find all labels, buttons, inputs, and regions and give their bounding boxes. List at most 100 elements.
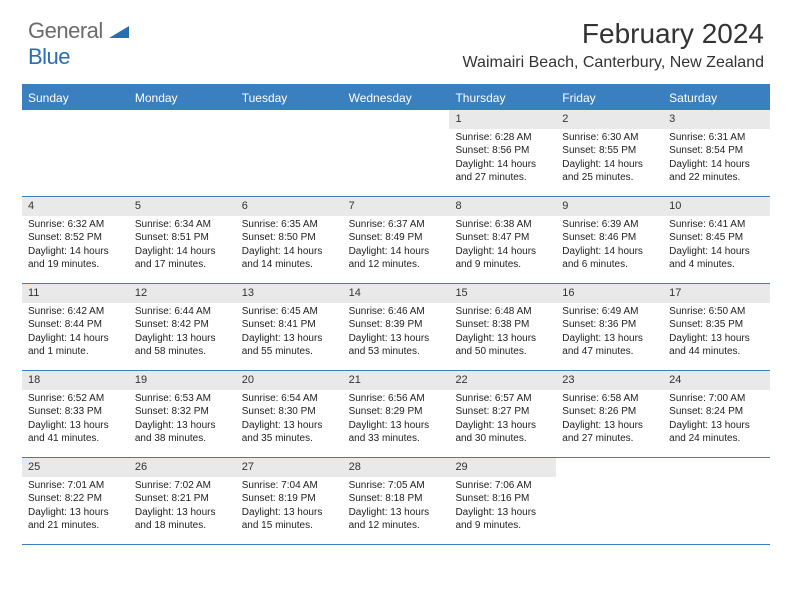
daylight-line1: Daylight: 13 hours: [455, 506, 550, 520]
day-number: 21: [343, 371, 450, 390]
daylight-line1: Daylight: 13 hours: [349, 419, 444, 433]
daylight-line1: Daylight: 13 hours: [562, 419, 657, 433]
daylight-line2: and 55 minutes.: [242, 345, 337, 359]
day-cell: 15Sunrise: 6:48 AMSunset: 8:38 PMDayligh…: [449, 284, 556, 370]
daylight-line1: Daylight: 14 hours: [562, 158, 657, 172]
daylight-line2: and 50 minutes.: [455, 345, 550, 359]
daylight-line1: Daylight: 14 hours: [562, 245, 657, 259]
daylight-line1: Daylight: 13 hours: [242, 506, 337, 520]
day-body: Sunrise: 6:37 AMSunset: 8:49 PMDaylight:…: [343, 216, 450, 276]
daylight-line1: Daylight: 13 hours: [349, 332, 444, 346]
sunrise: Sunrise: 6:57 AM: [455, 392, 550, 406]
sunset: Sunset: 8:33 PM: [28, 405, 123, 419]
sunset: Sunset: 8:49 PM: [349, 231, 444, 245]
day-number: 9: [556, 197, 663, 216]
day-cell: 25Sunrise: 7:01 AMSunset: 8:22 PMDayligh…: [22, 458, 129, 544]
sunset: Sunset: 8:16 PM: [455, 492, 550, 506]
day-cell: 18Sunrise: 6:52 AMSunset: 8:33 PMDayligh…: [22, 371, 129, 457]
day-header-tue: Tuesday: [236, 86, 343, 110]
sunrise: Sunrise: 6:48 AM: [455, 305, 550, 319]
day-cell: 17Sunrise: 6:50 AMSunset: 8:35 PMDayligh…: [663, 284, 770, 370]
day-cell: 29Sunrise: 7:06 AMSunset: 8:16 PMDayligh…: [449, 458, 556, 544]
day-number: 22: [449, 371, 556, 390]
daylight-line2: and 38 minutes.: [135, 432, 230, 446]
daylight-line1: Daylight: 14 hours: [28, 332, 123, 346]
sunset: Sunset: 8:41 PM: [242, 318, 337, 332]
sunset: Sunset: 8:50 PM: [242, 231, 337, 245]
sunset: Sunset: 8:54 PM: [669, 144, 764, 158]
daylight-line1: Daylight: 13 hours: [455, 332, 550, 346]
triangle-icon: [109, 24, 129, 43]
sunset: Sunset: 8:22 PM: [28, 492, 123, 506]
day-cell: 6Sunrise: 6:35 AMSunset: 8:50 PMDaylight…: [236, 197, 343, 283]
sunrise: Sunrise: 6:49 AM: [562, 305, 657, 319]
daylight-line2: and 15 minutes.: [242, 519, 337, 533]
day-number: 18: [22, 371, 129, 390]
sunrise: Sunrise: 6:58 AM: [562, 392, 657, 406]
day-header-sat: Saturday: [663, 86, 770, 110]
sunrise: Sunrise: 6:28 AM: [455, 131, 550, 145]
sunrise: Sunrise: 6:38 AM: [455, 218, 550, 232]
daylight-line2: and 47 minutes.: [562, 345, 657, 359]
day-body: Sunrise: 7:05 AMSunset: 8:18 PMDaylight:…: [343, 477, 450, 537]
day-cell: [129, 110, 236, 196]
day-cell: [663, 458, 770, 544]
day-cell: 26Sunrise: 7:02 AMSunset: 8:21 PMDayligh…: [129, 458, 236, 544]
daylight-line2: and 9 minutes.: [455, 258, 550, 272]
sunset: Sunset: 8:30 PM: [242, 405, 337, 419]
day-number: 20: [236, 371, 343, 390]
sunrise: Sunrise: 6:53 AM: [135, 392, 230, 406]
week-row: 25Sunrise: 7:01 AMSunset: 8:22 PMDayligh…: [22, 458, 770, 545]
daylight-line2: and 24 minutes.: [669, 432, 764, 446]
day-number: 26: [129, 458, 236, 477]
sunrise: Sunrise: 6:39 AM: [562, 218, 657, 232]
sunrise: Sunrise: 6:42 AM: [28, 305, 123, 319]
day-cell: 27Sunrise: 7:04 AMSunset: 8:19 PMDayligh…: [236, 458, 343, 544]
daylight-line1: Daylight: 13 hours: [242, 419, 337, 433]
day-number: 27: [236, 458, 343, 477]
day-body: Sunrise: 6:32 AMSunset: 8:52 PMDaylight:…: [22, 216, 129, 276]
sunrise: Sunrise: 6:35 AM: [242, 218, 337, 232]
month-title: February 2024: [463, 18, 764, 50]
daylight-line2: and 18 minutes.: [135, 519, 230, 533]
day-number: 1: [449, 110, 556, 129]
sunrise: Sunrise: 6:37 AM: [349, 218, 444, 232]
day-header-fri: Friday: [556, 86, 663, 110]
sunrise: Sunrise: 6:41 AM: [669, 218, 764, 232]
day-body: Sunrise: 6:34 AMSunset: 8:51 PMDaylight:…: [129, 216, 236, 276]
sunset: Sunset: 8:46 PM: [562, 231, 657, 245]
sunrise: Sunrise: 6:34 AM: [135, 218, 230, 232]
day-body: Sunrise: 6:30 AMSunset: 8:55 PMDaylight:…: [556, 129, 663, 189]
sunset: Sunset: 8:19 PM: [242, 492, 337, 506]
sunrise: Sunrise: 6:52 AM: [28, 392, 123, 406]
daylight-line1: Daylight: 13 hours: [135, 419, 230, 433]
sunset: Sunset: 8:45 PM: [669, 231, 764, 245]
day-cell: 23Sunrise: 6:58 AMSunset: 8:26 PMDayligh…: [556, 371, 663, 457]
sunset: Sunset: 8:32 PM: [135, 405, 230, 419]
day-header-wed: Wednesday: [343, 86, 450, 110]
daylight-line2: and 6 minutes.: [562, 258, 657, 272]
day-number: 10: [663, 197, 770, 216]
daylight-line1: Daylight: 13 hours: [135, 506, 230, 520]
day-header-sun: Sunday: [22, 86, 129, 110]
daylight-line1: Daylight: 13 hours: [242, 332, 337, 346]
day-cell: 14Sunrise: 6:46 AMSunset: 8:39 PMDayligh…: [343, 284, 450, 370]
daylight-line2: and 14 minutes.: [242, 258, 337, 272]
daylight-line1: Daylight: 13 hours: [562, 332, 657, 346]
day-cell: 12Sunrise: 6:44 AMSunset: 8:42 PMDayligh…: [129, 284, 236, 370]
daylight-line2: and 1 minute.: [28, 345, 123, 359]
daylight-line2: and 21 minutes.: [28, 519, 123, 533]
day-cell: [556, 458, 663, 544]
week-row: 4Sunrise: 6:32 AMSunset: 8:52 PMDaylight…: [22, 197, 770, 284]
week-row: 1Sunrise: 6:28 AMSunset: 8:56 PMDaylight…: [22, 110, 770, 197]
day-body: Sunrise: 6:52 AMSunset: 8:33 PMDaylight:…: [22, 390, 129, 450]
daylight-line2: and 4 minutes.: [669, 258, 764, 272]
sunrise: Sunrise: 6:50 AM: [669, 305, 764, 319]
daylight-line1: Daylight: 14 hours: [242, 245, 337, 259]
day-number: 12: [129, 284, 236, 303]
sunset: Sunset: 8:44 PM: [28, 318, 123, 332]
sunrise: Sunrise: 7:04 AM: [242, 479, 337, 493]
day-cell: 24Sunrise: 7:00 AMSunset: 8:24 PMDayligh…: [663, 371, 770, 457]
day-body: Sunrise: 7:04 AMSunset: 8:19 PMDaylight:…: [236, 477, 343, 537]
day-body: Sunrise: 6:58 AMSunset: 8:26 PMDaylight:…: [556, 390, 663, 450]
